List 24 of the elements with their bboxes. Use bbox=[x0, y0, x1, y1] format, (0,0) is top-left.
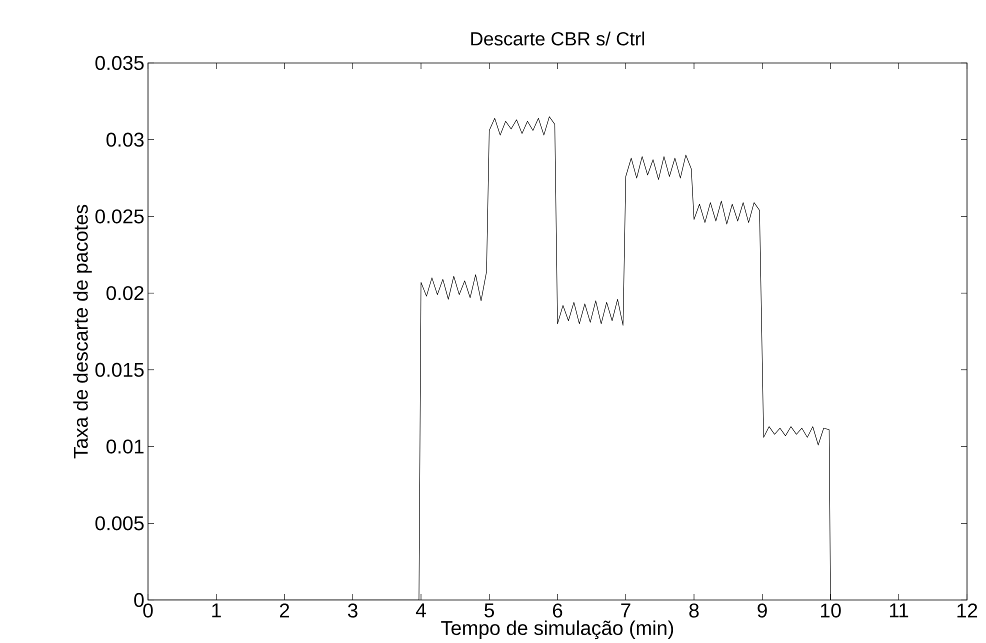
x-tick-label: 4 bbox=[416, 604, 426, 618]
y-tick-label: 0 bbox=[134, 592, 144, 608]
y-tick-label: 0.025 bbox=[95, 209, 144, 224]
chart-title: Descarte CBR s/ Ctrl bbox=[471, 32, 644, 46]
y-tick-label: 0.02 bbox=[106, 286, 144, 300]
x-axis-title: Tempo de simulação (min) bbox=[441, 620, 674, 640]
y-tick-label: 0.03 bbox=[106, 132, 144, 147]
x-tick-label: 7 bbox=[621, 604, 630, 618]
y-tick-label: 0.005 bbox=[95, 516, 144, 530]
y-axis-title: Taxa de descarte de pacotes bbox=[73, 204, 92, 458]
x-tick-label: 8 bbox=[689, 604, 699, 618]
x-tick-label: 2 bbox=[280, 604, 290, 618]
x-tick-label: 10 bbox=[820, 604, 841, 618]
x-tick-label: 1 bbox=[212, 604, 221, 618]
y-tick-label: 0.035 bbox=[95, 56, 144, 70]
x-tick-label: 12 bbox=[957, 604, 978, 618]
y-tick-label: 0.015 bbox=[95, 362, 144, 377]
x-tick-label: 6 bbox=[552, 604, 562, 618]
x-tick-label: 3 bbox=[348, 604, 358, 618]
x-tick-label: 5 bbox=[484, 604, 494, 618]
x-tick-label: 11 bbox=[890, 604, 908, 618]
x-tick-label: 9 bbox=[758, 604, 767, 618]
y-tick-label: 0.01 bbox=[106, 440, 144, 454]
x-tick-label: 0 bbox=[143, 604, 153, 618]
